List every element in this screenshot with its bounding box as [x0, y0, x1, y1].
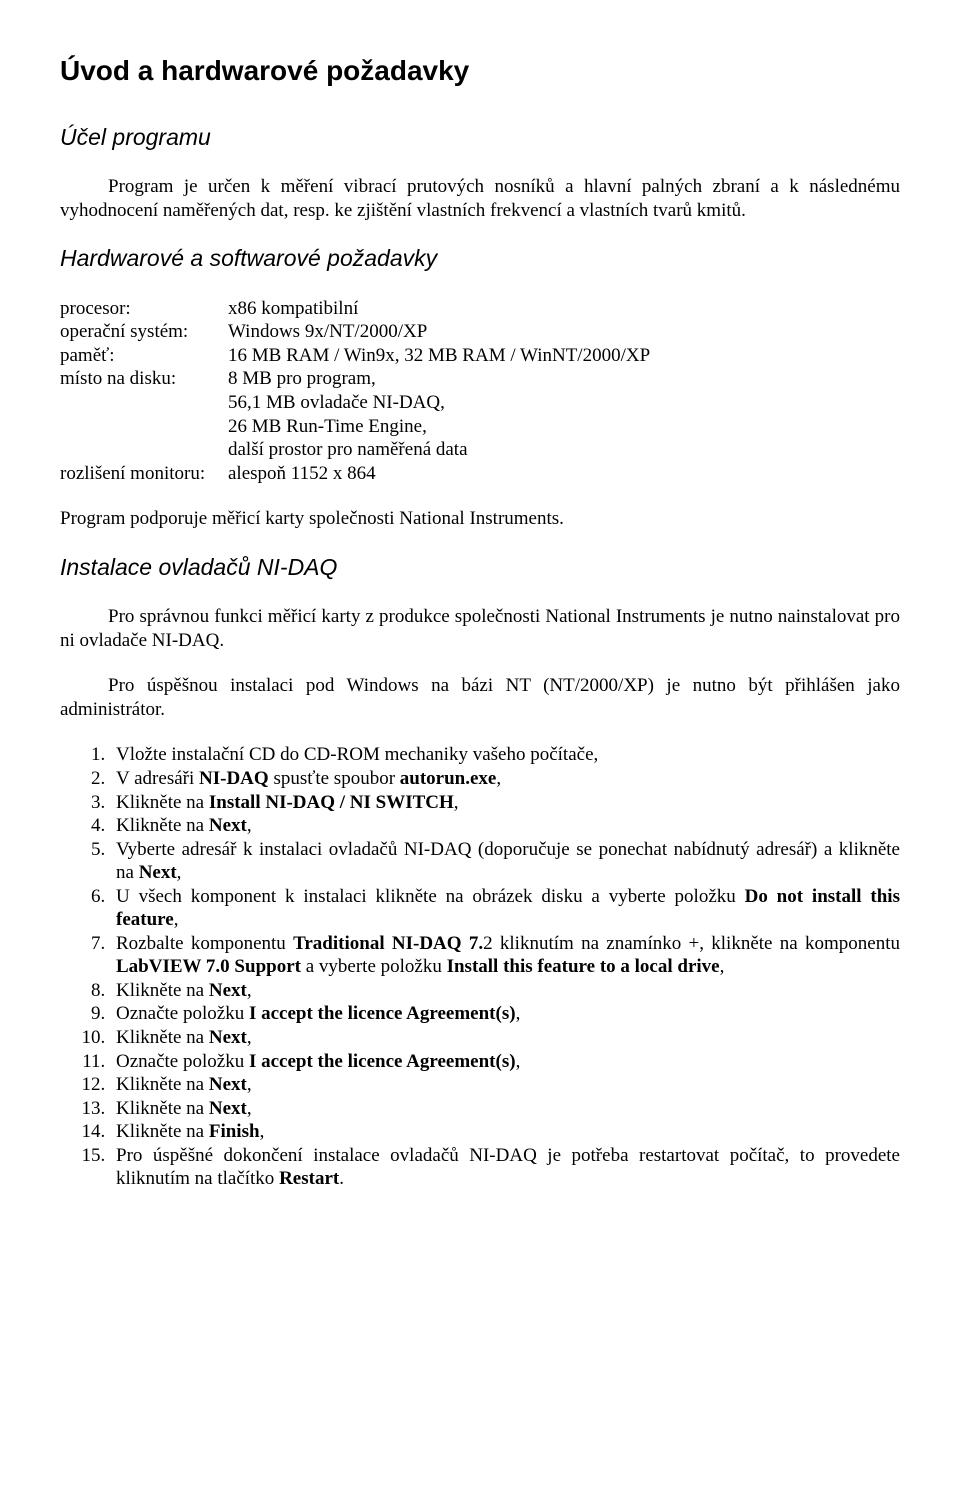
spec-label: rozlišení monitoru: — [60, 462, 228, 486]
install-step: Klikněte na Next, — [110, 814, 900, 838]
install-steps-list: Vložte instalační CD do CD-ROM mechaniky… — [60, 743, 900, 1190]
spec-value: 16 MB RAM / Win9x, 32 MB RAM / WinNT/200… — [228, 344, 900, 368]
step-text: Označte položku — [116, 1051, 249, 1072]
step-bold: Traditional NI-DAQ 7. — [293, 933, 483, 954]
step-bold: I accept the licence Agreement(s) — [249, 1003, 516, 1024]
step-text: spusťte spoubor — [269, 768, 400, 789]
spec-label: procesor: — [60, 297, 228, 321]
purpose-paragraph: Program je určen k měření vibrací prutov… — [60, 175, 900, 222]
specs-table: procesor: x86 kompatibilní operační syst… — [60, 297, 900, 485]
install-step: Pro úspěšné dokončení instalace ovladačů… — [110, 1144, 900, 1191]
step-bold: NI-DAQ — [199, 768, 269, 789]
step-bold: Next — [139, 862, 177, 883]
step-text: V adresáři — [116, 768, 199, 789]
spec-value: 8 MB pro program, 56,1 MB ovladače NI-DA… — [228, 367, 900, 461]
step-text: Vyberte adresář k instalaci ovladačů NI-… — [116, 839, 900, 884]
step-text: Klikněte na — [116, 980, 209, 1001]
step-bold: Next — [209, 815, 247, 836]
step-bold: Next — [209, 1074, 247, 1095]
install-step: Rozbalte komponentu Traditional NI-DAQ 7… — [110, 932, 900, 979]
step-text: . — [339, 1168, 344, 1189]
install-step: Označte položku I accept the licence Agr… — [110, 1002, 900, 1026]
install-step: Klikněte na Next, — [110, 1097, 900, 1121]
step-text: Pro úspěšné dokončení instalace ovladačů… — [116, 1145, 900, 1190]
install-step: Klikněte na Next, — [110, 979, 900, 1003]
spec-value-line: 8 MB pro program, — [228, 368, 376, 389]
install-step: V adresáři NI-DAQ spusťte spoubor autoru… — [110, 767, 900, 791]
page-title: Úvod a hardwarové požadavky — [60, 54, 900, 89]
spec-row-processor: procesor: x86 kompatibilní — [60, 297, 900, 321]
step-text: , — [720, 956, 725, 977]
step-bold: Next — [209, 1098, 247, 1119]
spec-value-line: 26 MB Run-Time Engine, — [228, 416, 427, 437]
step-bold: LabVIEW 7.0 Support — [116, 956, 301, 977]
step-bold: Finish — [209, 1121, 260, 1142]
step-text: , — [174, 909, 179, 930]
step-bold: Install NI-DAQ / NI SWITCH — [209, 792, 454, 813]
step-text: , — [247, 815, 252, 836]
step-bold: Next — [209, 1027, 247, 1048]
step-text: , — [260, 1121, 265, 1142]
step-text: Klikněte na — [116, 1098, 209, 1119]
spec-value: x86 kompatibilní — [228, 297, 900, 321]
spec-value-line: další prostor pro naměřená data — [228, 439, 468, 460]
install-step: U všech komponent k instalaci klikněte n… — [110, 885, 900, 932]
step-text: , — [247, 1074, 252, 1095]
install-step: Označte položku I accept the licence Agr… — [110, 1050, 900, 1074]
step-bold: autorun.exe — [400, 768, 497, 789]
step-bold: Install this feature to a local drive — [447, 956, 720, 977]
install-step: Klikněte na Next, — [110, 1073, 900, 1097]
spec-row-memory: paměť: 16 MB RAM / Win9x, 32 MB RAM / Wi… — [60, 344, 900, 368]
install-step: Klikněte na Finish, — [110, 1120, 900, 1144]
step-text: Klikněte na — [116, 815, 209, 836]
install-step: Klikněte na Install NI-DAQ / NI SWITCH, — [110, 791, 900, 815]
step-text: , — [516, 1003, 521, 1024]
step-bold: I accept the licence Agreement(s) — [249, 1051, 516, 1072]
step-text: Klikněte na — [116, 1121, 209, 1142]
install-step: Klikněte na Next, — [110, 1026, 900, 1050]
step-text: , — [247, 1098, 252, 1119]
spec-label: operační systém: — [60, 320, 228, 344]
spec-value: Windows 9x/NT/2000/XP — [228, 320, 900, 344]
step-text: U všech komponent k instalaci klikněte n… — [116, 886, 745, 907]
step-text: a vyberte položku — [301, 956, 447, 977]
step-text: Klikněte na — [116, 792, 209, 813]
step-text: Vložte instalační CD do CD-ROM mechaniky… — [116, 744, 598, 765]
install-paragraph-1: Pro správnou funkci měřicí karty z produ… — [60, 605, 900, 652]
step-text: Označte položku — [116, 1003, 249, 1024]
support-paragraph: Program podporuje měřicí karty společnos… — [60, 507, 900, 531]
step-text: , — [247, 1027, 252, 1048]
spec-value: alespoň 1152 x 864 — [228, 462, 900, 486]
step-text: , — [516, 1051, 521, 1072]
step-text: , — [454, 792, 459, 813]
spec-label: místo na disku: — [60, 367, 228, 461]
spec-row-disk: místo na disku: 8 MB pro program, 56,1 M… — [60, 367, 900, 461]
install-step: Vložte instalační CD do CD-ROM mechaniky… — [110, 743, 900, 767]
spec-row-resolution: rozlišení monitoru: alespoň 1152 x 864 — [60, 462, 900, 486]
spec-value-line: 56,1 MB ovladače NI-DAQ, — [228, 392, 445, 413]
step-bold: Next — [209, 980, 247, 1001]
step-text: , — [177, 862, 182, 883]
spec-label: paměť: — [60, 344, 228, 368]
step-text: , — [247, 980, 252, 1001]
step-text: Rozbalte komponentu — [116, 933, 293, 954]
section-heading-purpose: Účel programu — [60, 123, 900, 152]
step-text: , — [496, 768, 501, 789]
spec-row-os: operační systém: Windows 9x/NT/2000/XP — [60, 320, 900, 344]
step-text: Klikněte na — [116, 1027, 209, 1048]
install-paragraph-2: Pro úspěšnou instalaci pod Windows na bá… — [60, 674, 900, 721]
step-text: Klikněte na — [116, 1074, 209, 1095]
section-heading-hwsw: Hardwarové a softwarové požadavky — [60, 244, 900, 273]
step-bold: Restart — [279, 1168, 339, 1189]
install-step: Vyberte adresář k instalaci ovladačů NI-… — [110, 838, 900, 885]
step-text: 2 kliknutím na znamínko +, klikněte na k… — [483, 933, 900, 954]
section-heading-install: Instalace ovladačů NI-DAQ — [60, 553, 900, 582]
